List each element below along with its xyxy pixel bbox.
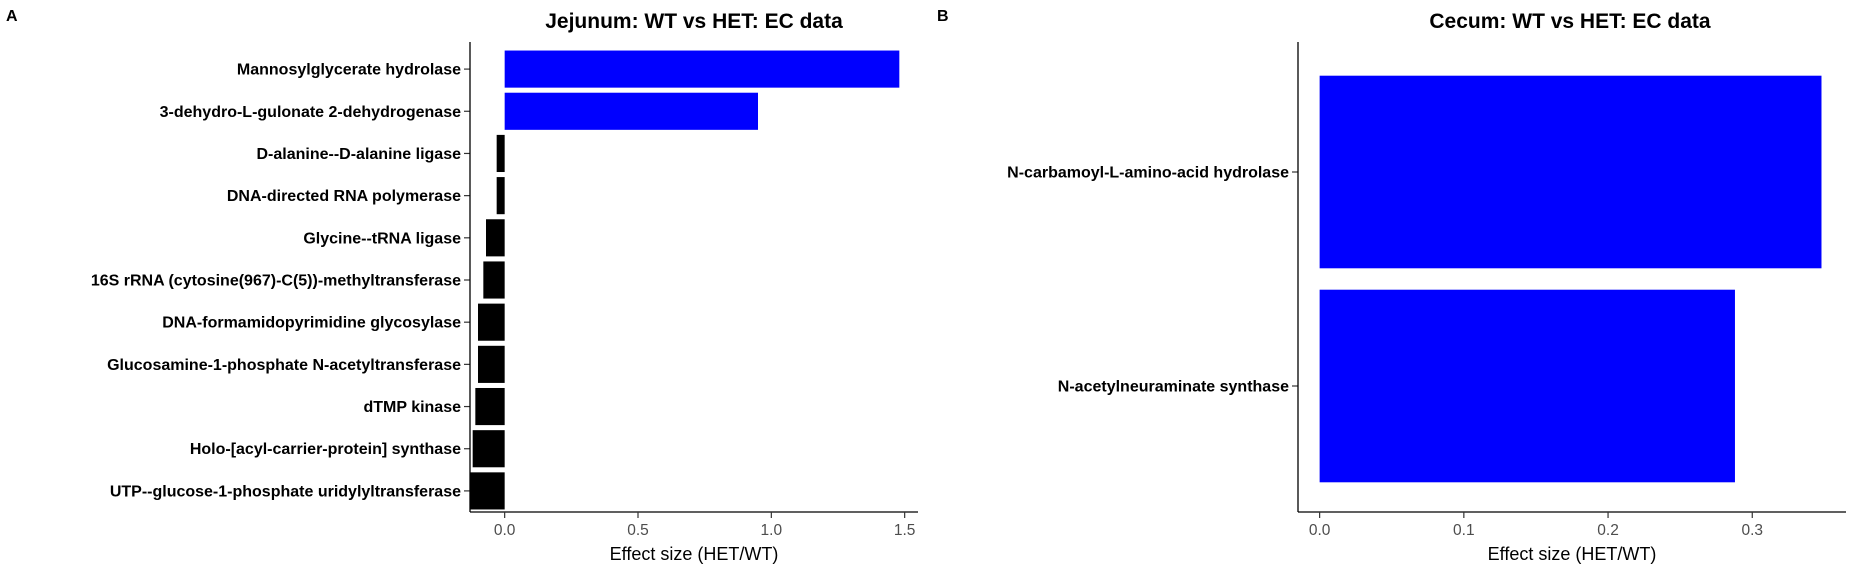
- bar: [496, 177, 505, 215]
- chart-title: Cecum: WT vs HET: EC data: [1429, 10, 1711, 33]
- bar: [483, 261, 505, 299]
- bar: [475, 387, 505, 426]
- bar: [504, 92, 758, 130]
- bar: [1319, 289, 1735, 483]
- category-label: Glucosamine-1-phosphate N-acetyltransfer…: [107, 357, 461, 374]
- panel-b-letter: B: [937, 8, 949, 25]
- x-axis-title: Effect size (HET/WT): [610, 544, 779, 564]
- category-label: UTP--glucose-1-phosphate uridylyltransfe…: [110, 483, 461, 500]
- category-label: N-carbamoyl-L-amino-acid hydrolase: [1007, 165, 1289, 182]
- bar: [470, 472, 505, 510]
- bar: [504, 50, 900, 88]
- bar: [496, 134, 505, 173]
- bar: [478, 345, 505, 383]
- category-label: Holo-[acyl-carrier-protein] synthase: [190, 441, 461, 458]
- category-label: Glycine--tRNA ligase: [303, 230, 461, 247]
- bar: [478, 303, 505, 341]
- category-label: DNA-directed RNA polymerase: [227, 188, 461, 205]
- x-tick-label: 1.0: [761, 522, 783, 539]
- chart-title: Jejunum: WT vs HET: EC data: [545, 10, 843, 33]
- bar: [1319, 75, 1822, 269]
- panel-b-chart: Cecum: WT vs HET: EC data N-carbamoyl-L-a…: [1007, 10, 1846, 564]
- category-label: DNA-formamidopyrimidine glycosylase: [162, 315, 461, 332]
- category-label: 16S rRNA (cytosine(967)-C(5))-methyltran…: [91, 273, 461, 290]
- bar: [472, 430, 505, 468]
- x-axis-title: Effect size (HET/WT): [1488, 544, 1657, 564]
- x-tick-label: 1.5: [894, 522, 916, 539]
- panel-a-letter: A: [6, 8, 18, 25]
- panel-a-chart: Jejunum: WT vs HET: EC data Mannosylglyce…: [91, 10, 918, 564]
- bar: [486, 219, 505, 257]
- category-label: Mannosylglycerate hydrolase: [237, 62, 461, 79]
- x-tick-label: 0.3: [1741, 522, 1763, 539]
- x-tick-label: 0.0: [494, 522, 516, 539]
- x-tick-label: 0.5: [627, 522, 649, 539]
- category-label: N-acetylneuraminate synthase: [1058, 379, 1289, 396]
- x-tick-label: 0.2: [1597, 522, 1619, 539]
- category-label: dTMP kinase: [363, 399, 461, 416]
- x-tick-label: 0.0: [1309, 522, 1331, 539]
- category-label: 3-dehydro-L-gulonate 2-dehydrogenase: [160, 104, 461, 121]
- category-label: D-alanine--D-alanine ligase: [257, 146, 462, 163]
- x-tick-label: 0.1: [1453, 522, 1475, 539]
